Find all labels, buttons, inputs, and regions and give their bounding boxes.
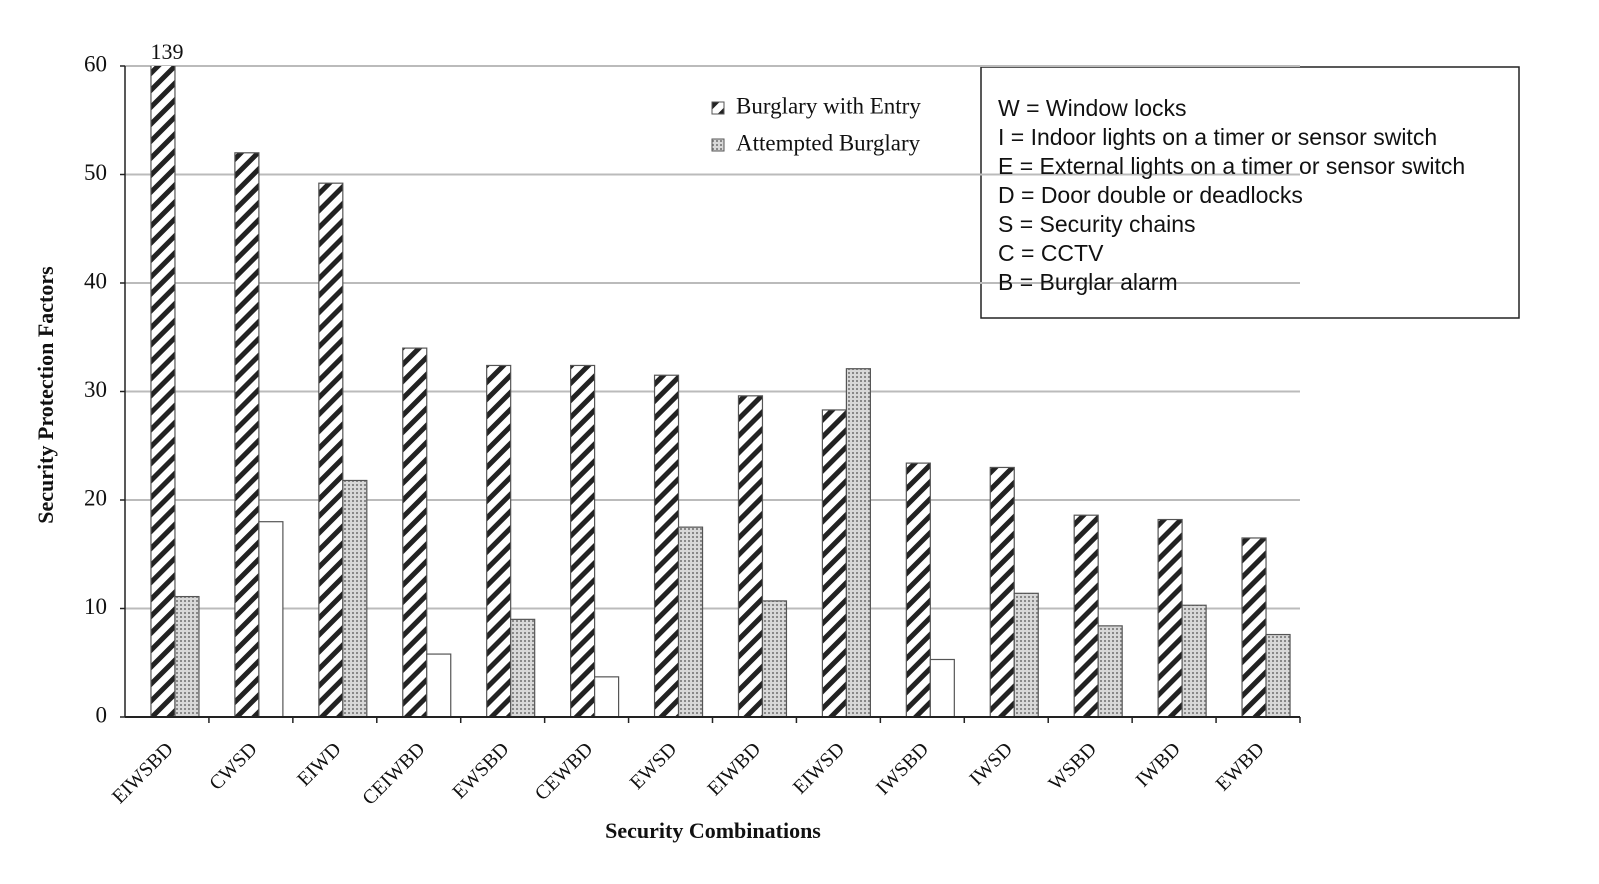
x-tick-label: CEIWBD bbox=[358, 738, 429, 809]
bar bbox=[174, 595, 200, 718]
bars bbox=[150, 66, 1291, 718]
bar bbox=[570, 364, 596, 718]
x-tick-label: IWBD bbox=[1132, 738, 1185, 791]
x-tick-label: EWSD bbox=[626, 738, 682, 794]
key-entry: I = Indoor lights on a timer or sensor s… bbox=[998, 124, 1437, 150]
legend-swatch bbox=[711, 138, 725, 152]
bar bbox=[929, 658, 955, 718]
bar bbox=[150, 66, 176, 718]
bar bbox=[1241, 537, 1267, 718]
y-tick-label: 30 bbox=[84, 377, 107, 402]
x-tick-label: EWBD bbox=[1212, 738, 1269, 795]
y-tick-label: 0 bbox=[96, 702, 108, 727]
x-tick-label: EWSBD bbox=[448, 738, 513, 803]
bar bbox=[653, 374, 680, 718]
bar bbox=[1013, 592, 1039, 718]
x-tick-label: CWSD bbox=[205, 738, 261, 794]
bar bbox=[1073, 514, 1099, 718]
bar bbox=[1157, 518, 1183, 718]
bar bbox=[761, 600, 788, 718]
key-entry: S = Security chains bbox=[998, 211, 1196, 237]
x-tick-label: EIWD bbox=[293, 738, 345, 790]
bar bbox=[486, 364, 512, 718]
y-tick-label: 10 bbox=[84, 594, 107, 619]
x-axis-title: Security Combinations bbox=[605, 818, 821, 843]
bar bbox=[342, 479, 368, 718]
bar bbox=[845, 368, 871, 718]
x-tick-label: CEWBD bbox=[531, 738, 598, 805]
legend-label: Burglary with Entry bbox=[736, 93, 921, 118]
bar bbox=[594, 676, 620, 718]
bar bbox=[1097, 625, 1123, 718]
x-tick-label: EIWBD bbox=[703, 738, 765, 800]
bar bbox=[821, 409, 847, 718]
x-tick-label: EIWSBD bbox=[108, 738, 178, 808]
bar bbox=[737, 395, 764, 718]
key-entry: D = Door double or deadlocks bbox=[998, 182, 1303, 208]
bar bbox=[426, 653, 452, 718]
x-tick-label: EIWSD bbox=[789, 738, 849, 798]
bar bbox=[234, 152, 260, 718]
bar bbox=[402, 347, 428, 718]
bar bbox=[905, 462, 931, 718]
bar bbox=[989, 466, 1015, 718]
bar bbox=[677, 526, 704, 718]
data-label: 139 bbox=[150, 39, 183, 64]
bar bbox=[1265, 633, 1291, 718]
key-box bbox=[980, 66, 1520, 319]
key-entry: W = Window locks bbox=[998, 95, 1187, 121]
legend-label: Attempted Burglary bbox=[736, 130, 921, 155]
x-tick-label: WSBD bbox=[1045, 738, 1101, 794]
key-entry: B = Burglar alarm bbox=[998, 269, 1178, 295]
y-tick-label: 50 bbox=[84, 160, 107, 185]
bar bbox=[318, 182, 344, 718]
y-tick-label: 20 bbox=[84, 485, 107, 510]
bar bbox=[510, 618, 536, 718]
y-tick-label: 40 bbox=[84, 268, 107, 293]
y-axis-title: Security Protection Factors bbox=[33, 266, 58, 524]
bar bbox=[258, 521, 284, 718]
bar bbox=[1181, 604, 1207, 718]
x-tick-label: IWSBD bbox=[872, 738, 933, 799]
key-entry: E = External lights on a timer or sensor… bbox=[998, 153, 1465, 179]
key-entry: C = CCTV bbox=[998, 240, 1104, 266]
legend-swatch bbox=[711, 101, 725, 115]
y-tick-label: 60 bbox=[84, 51, 107, 76]
x-tick-label: IWSD bbox=[965, 738, 1017, 790]
